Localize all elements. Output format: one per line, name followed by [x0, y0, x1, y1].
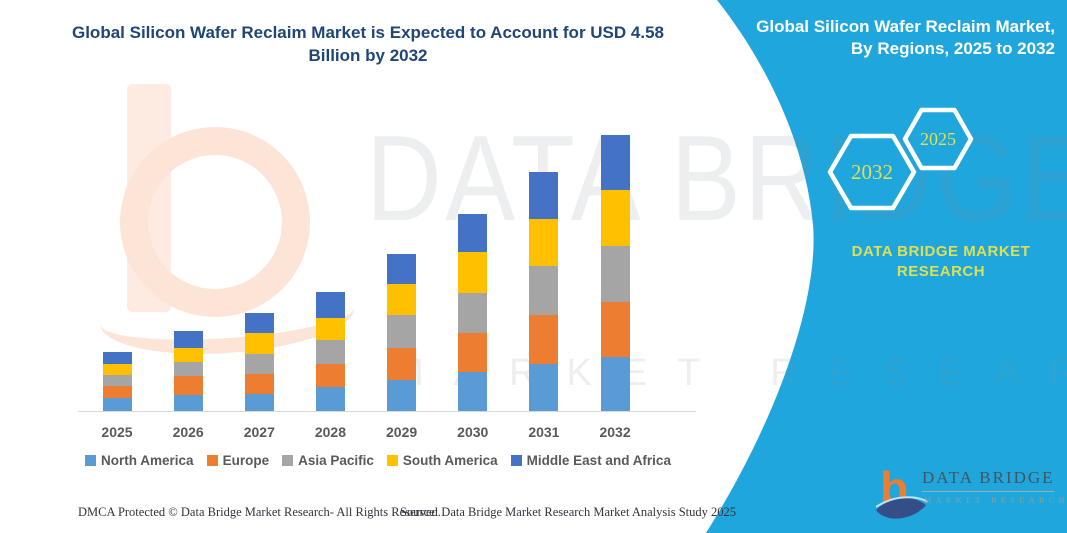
bar-2028 — [315, 292, 345, 411]
bar-segment — [102, 351, 132, 364]
bar-segment — [458, 372, 488, 411]
bar-segment — [102, 398, 132, 411]
bar-segment — [458, 293, 488, 333]
bar-segment — [315, 386, 345, 411]
bar-segment — [244, 394, 274, 411]
legend-item: Middle East and Africa — [510, 453, 671, 468]
chart-baseline — [78, 411, 696, 412]
bar-segment — [600, 301, 630, 358]
bar-segment — [102, 386, 132, 399]
hexagon-2025 — [902, 107, 974, 171]
dmca-text: DMCA Protected © Data Bridge Market Rese… — [78, 505, 441, 519]
brand-text: DATA BRIDGE MARKET RESEARCH — [851, 243, 1031, 280]
bar-segment — [529, 266, 559, 316]
bar-segment — [529, 363, 559, 411]
legend-label: Europe — [222, 453, 270, 468]
x-axis-label: 2030 — [457, 424, 489, 440]
bar-segment — [387, 347, 417, 381]
x-axis-label: 2031 — [528, 424, 560, 440]
bar-segment — [529, 172, 559, 220]
bar-segment — [102, 364, 132, 376]
bar-2029 — [387, 253, 417, 411]
hexagon-2025-label: 2025 — [920, 129, 956, 149]
legend-label: South America — [402, 453, 498, 468]
bar-segment — [173, 361, 203, 377]
panel-title: Global Silicon Wafer Reclaim Market, By … — [756, 17, 1055, 59]
legend-swatch — [386, 455, 398, 466]
legend-swatch — [206, 455, 218, 466]
bar-segment — [244, 373, 274, 395]
bar-2027 — [244, 312, 274, 411]
bar-segment — [600, 190, 630, 247]
hexagon-2032-label: 2032 — [851, 160, 893, 184]
logo-subtitle: MARKET RESEARCH — [924, 496, 1067, 505]
source-text: Source: Data Bridge Market Research Mark… — [400, 505, 737, 519]
legend-item: Asia Pacific — [282, 453, 374, 468]
bar-segment — [458, 252, 488, 294]
x-axis-label: 2032 — [599, 424, 631, 440]
bar-2025 — [102, 351, 132, 411]
bar-segment — [244, 354, 274, 374]
bar-2030 — [458, 213, 488, 411]
logo-swoosh-highlight — [876, 496, 928, 508]
bar-segment — [244, 312, 274, 333]
bar-segment — [387, 380, 417, 411]
bar-segment — [458, 213, 488, 253]
legend-swatch — [282, 455, 294, 466]
bar-segment — [315, 340, 345, 364]
legend-item: South America — [386, 453, 498, 468]
bar-segment — [173, 376, 203, 396]
chart-legend: North America Europe Asia Pacific South Ame… — [58, 453, 698, 468]
bar-segment — [529, 315, 559, 364]
bar-segment — [387, 315, 417, 348]
legend-swatch — [85, 455, 97, 466]
bar-segment — [315, 363, 345, 387]
hexagon-2032 — [827, 133, 917, 211]
bar-segment — [315, 292, 345, 319]
bar-segment — [600, 357, 630, 411]
bar-segment — [600, 246, 630, 302]
teal-panel-shape — [706, 0, 1067, 533]
bar-segment — [315, 318, 345, 341]
bar-segment — [387, 253, 417, 285]
bar-segment — [102, 375, 132, 387]
legend-item: Europe — [206, 453, 270, 468]
bar-segment — [244, 332, 274, 355]
bar-2032 — [600, 134, 630, 411]
legend-label: Middle East and Africa — [526, 453, 671, 468]
bar-segment — [173, 331, 203, 348]
bar-2031 — [529, 172, 559, 411]
bar-segment — [529, 219, 559, 267]
logo-swoosh — [876, 497, 926, 519]
bar-segment — [458, 332, 488, 373]
chart-title: Global Silicon Wafer Reclaim Market is E… — [71, 23, 664, 65]
year-hexagons: 2032 2025 — [827, 107, 974, 211]
legend-label: North America — [101, 453, 194, 468]
bar-2026 — [173, 331, 203, 411]
x-axis-label: 2026 — [172, 424, 204, 440]
x-axis-label: 2029 — [386, 424, 418, 440]
x-axis-label: 2028 — [314, 424, 347, 440]
x-axis-label: 2027 — [243, 424, 275, 440]
bar-segment — [600, 134, 630, 191]
legend-swatch — [510, 455, 522, 466]
legend-item: North America — [85, 453, 194, 468]
x-axis-label: 2025 — [101, 424, 133, 440]
watermark-text-secondary: MARKET RESEARCH — [392, 352, 1067, 394]
bar-segment — [173, 347, 203, 362]
legend-label: Asia Pacific — [298, 453, 374, 468]
logo-name: DATA BRIDGE — [922, 468, 1054, 492]
dbmr-logo-mark: b — [876, 462, 928, 519]
bar-segment — [173, 395, 203, 411]
bar-segment — [387, 284, 417, 316]
